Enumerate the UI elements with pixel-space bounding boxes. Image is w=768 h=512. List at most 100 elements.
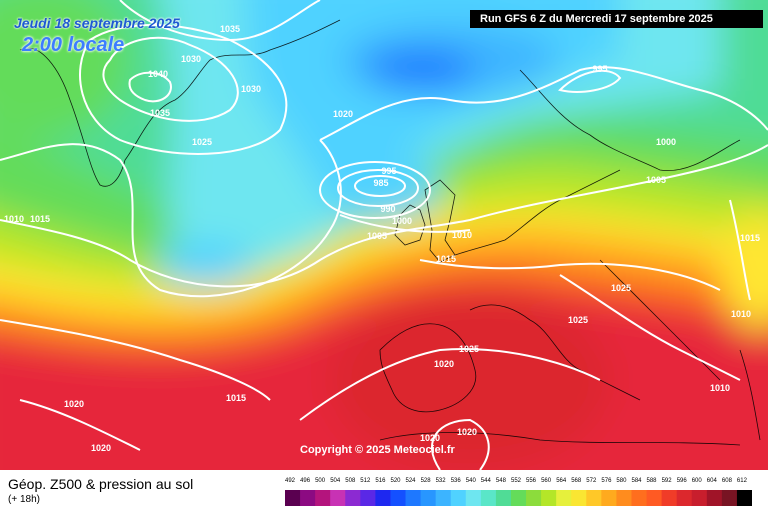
isobar-label: 1030 [180, 54, 202, 64]
legend-tick-label: 584 [631, 478, 642, 484]
color-scale-bar [285, 490, 752, 506]
legend-swatch [375, 490, 391, 506]
legend-tick-label: 492 [285, 478, 296, 484]
legend-tick-label: 500 [315, 478, 326, 484]
isobar-label: 1015 [225, 393, 247, 403]
isobar-label: 1015 [739, 233, 761, 243]
isobar-label: 1035 [149, 108, 171, 118]
forecast-date: Jeudi 18 septembre 2025 [14, 15, 180, 31]
legend-swatch [285, 490, 301, 506]
isobar-label: 1020 [433, 359, 455, 369]
legend-swatch [691, 490, 708, 506]
legend-swatch [631, 490, 648, 506]
isobar-label: 1030 [240, 84, 262, 94]
legend-swatch [571, 490, 587, 506]
legend-tick-label: 576 [601, 478, 612, 484]
isobar-label: 1000 [655, 137, 677, 147]
legend-tick-label: 588 [646, 478, 657, 484]
legend-swatch [616, 490, 632, 506]
legend-tick-label: 596 [676, 478, 687, 484]
legend-tick-label: 604 [706, 478, 717, 484]
legend-swatch [330, 490, 346, 506]
isobar-label: 1020 [419, 433, 441, 443]
isobar-label: 1020 [63, 399, 85, 409]
isobar-label: 1010 [3, 214, 25, 224]
legend-swatch [526, 490, 542, 506]
isobar-label: 1025 [458, 344, 480, 354]
coastlines [19, 19, 761, 446]
isobar-label: 1015 [29, 214, 51, 224]
legend-tick-label: 612 [736, 478, 747, 484]
chart-title: Géop. Z500 & pression au sol [8, 476, 194, 492]
legend-tick-label: 600 [691, 478, 702, 484]
model-run-banner: Run GFS 6 Z du Mercredi 17 septembre 202… [470, 10, 763, 28]
legend-swatch [390, 490, 407, 506]
legend-swatch [541, 490, 557, 506]
legend-tick-label: 568 [571, 478, 582, 484]
forecast-local-hour: 2:00 locale [22, 34, 125, 56]
isobar-label: 1040 [147, 69, 169, 79]
legend-swatch [405, 490, 422, 506]
isobar-label: 1005 [366, 231, 388, 241]
copyright-notice: Copyright © 2025 Meteociel.fr [300, 444, 455, 456]
legend-tick-label: 516 [375, 478, 386, 484]
legend-tick-label: 580 [616, 478, 627, 484]
isobar-lines [0, 0, 768, 470]
legend-swatch [646, 490, 663, 506]
legend-swatch [721, 490, 738, 506]
isobar-label: 1000 [391, 216, 413, 226]
legend-swatch [556, 490, 572, 506]
geopotential-map [0, 0, 768, 470]
color-scale-labels: 492 496 500 504 508 512 516 520 524 528 532 536 540 5… [285, 478, 752, 488]
legend-swatch [435, 490, 452, 506]
legend-swatch [706, 490, 723, 506]
legend-tick-label: 556 [526, 478, 537, 484]
isobar-label: 1025 [567, 315, 589, 325]
legend-tick-label: 548 [495, 478, 506, 484]
legend-swatch [360, 490, 376, 506]
legend-swatch [601, 490, 617, 506]
legend-tick-label: 520 [390, 478, 401, 484]
isobar-label: 1020 [332, 109, 354, 119]
isobar-label: 1010 [709, 383, 731, 393]
legend-swatch [661, 490, 678, 506]
isobar-label: 995 [592, 64, 608, 74]
legend-tick-label: 544 [480, 478, 491, 484]
legend-swatch [510, 490, 527, 506]
legend-tick-label: 528 [420, 478, 431, 484]
isobar-label: 1025 [191, 137, 213, 147]
legend-swatch [450, 490, 467, 506]
legend-swatch [465, 490, 482, 506]
legend-tick-label: 508 [345, 478, 356, 484]
legend-swatch [676, 490, 693, 506]
legend-tick-label: 512 [360, 478, 371, 484]
legend-swatch [480, 490, 497, 506]
legend-tick-label: 564 [556, 478, 567, 484]
legend-tick-label: 572 [586, 478, 597, 484]
legend-tick-label: 592 [661, 478, 672, 484]
isobar-label: 1010 [451, 230, 473, 240]
legend-swatch [345, 490, 361, 506]
legend-tick-label: 532 [435, 478, 446, 484]
forecast-lead-time: (+ 18h) [8, 494, 40, 505]
legend-tick-label: 560 [541, 478, 552, 484]
isobar-label: 1015 [435, 254, 457, 264]
isobar-label: 985 [373, 178, 389, 188]
legend-swatch [495, 490, 512, 506]
legend-swatch [420, 490, 437, 506]
legend-swatch [586, 490, 602, 506]
isobar-label: 990 [380, 204, 396, 214]
legend-tick-label: 540 [465, 478, 476, 484]
legend-tick-label: 504 [330, 478, 341, 484]
isobar-label: 1035 [219, 24, 241, 34]
legend-tick-label: 524 [405, 478, 416, 484]
legend-tick-label: 496 [300, 478, 311, 484]
isobar-label: 1020 [90, 443, 112, 453]
isobar-label: 1005 [645, 175, 667, 185]
legend-swatch [736, 490, 752, 506]
isobar-label: 1025 [610, 283, 632, 293]
isobar-label: 1010 [730, 309, 752, 319]
isobar-label: 1020 [456, 427, 478, 437]
legend-swatch [315, 490, 331, 506]
